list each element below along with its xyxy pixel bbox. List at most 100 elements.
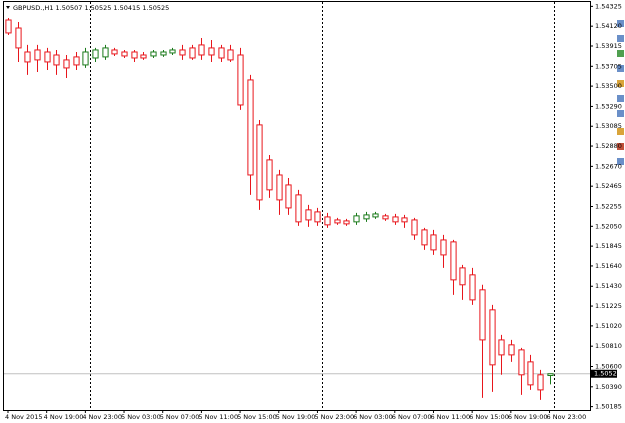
candle-body [295, 194, 302, 223]
candle-body [198, 44, 205, 56]
toolbar-icon[interactable] [617, 35, 624, 42]
candle-body [518, 349, 525, 376]
candle-body [353, 215, 360, 223]
chart-menu-icon[interactable] [6, 6, 10, 9]
candle-body [218, 47, 225, 59]
candle-body [237, 54, 244, 106]
x-tick-label: 5 Nov 23:00 [314, 413, 354, 421]
x-tick-label: 4 Nov 19:00 [44, 413, 84, 421]
y-tick-label: 1.51640 [595, 262, 622, 270]
y-tick-label: 1.50810 [595, 342, 622, 350]
candle-body [343, 220, 350, 225]
toolbar-icon[interactable] [617, 95, 624, 102]
candle-body [73, 56, 80, 66]
candle-body [102, 47, 109, 58]
candle-body [314, 211, 321, 223]
y-tick-label: 1.51845 [595, 242, 622, 250]
x-tick-label: 5 Nov 07:00 [160, 413, 200, 421]
y-tick-label: 1.53915 [595, 42, 622, 50]
y-tick-label: 1.51020 [595, 322, 622, 330]
candle-body [160, 51, 167, 56]
x-tick-label: 4 Nov 2015 [5, 413, 43, 421]
candle-body [5, 19, 12, 34]
candle-body [489, 309, 496, 366]
candle-body [44, 51, 51, 63]
y-tick-label: 1.51430 [595, 282, 622, 290]
candle-body [363, 214, 370, 220]
x-tick-label: 5 Nov 19:00 [276, 413, 316, 421]
candle-body [121, 51, 128, 57]
y-tick-label: 1.53085 [595, 122, 622, 130]
toolbar-icon[interactable] [617, 143, 624, 150]
toolbar-icon[interactable] [617, 20, 624, 27]
y-tick-label: 1.52670 [595, 162, 622, 170]
candle-body [169, 49, 176, 54]
last-price-box [591, 369, 617, 378]
toolbar-icon[interactable] [617, 65, 624, 72]
toolbar-icon[interactable] [617, 80, 624, 87]
y-tick-label: 1.52255 [595, 202, 622, 210]
candle-body [305, 209, 312, 221]
last-price-label: 1.50525 [594, 370, 621, 378]
side-toolbar [617, 20, 624, 165]
candle-body [34, 49, 41, 61]
y-tick-label: 1.50390 [595, 383, 622, 391]
candle-body [140, 54, 147, 59]
candle-body [469, 274, 476, 301]
candle-body [131, 51, 138, 59]
candle-body [450, 241, 457, 281]
candle-body [247, 79, 254, 176]
candle-body [256, 124, 263, 201]
candle-body [430, 234, 437, 251]
candle-body [527, 361, 534, 386]
toolbar-icon[interactable] [617, 50, 624, 57]
candle-body [150, 51, 157, 57]
toolbar-icon[interactable] [617, 158, 624, 165]
x-tick-label: 6 Nov 03:00 [353, 413, 393, 421]
toolbar-icon[interactable] [617, 110, 624, 117]
candle-body [372, 213, 379, 218]
x-tick-label: 4 Nov 23:00 [82, 413, 122, 421]
x-tick-label: 6 Nov 07:00 [392, 413, 432, 421]
candle-body [82, 51, 89, 66]
x-tick-label: 6 Nov 19:00 [508, 413, 548, 421]
candle-body [547, 373, 554, 376]
candle-body [227, 49, 234, 61]
candle-body [401, 217, 408, 223]
candle-body [276, 174, 283, 201]
y-tick-label: 1.50185 [595, 403, 622, 411]
candle-body [440, 239, 447, 256]
y-tick-label: 1.52880 [595, 142, 622, 150]
candle-body [392, 216, 399, 223]
candle-body [285, 184, 292, 209]
y-tick-label: 1.52050 [595, 222, 622, 230]
candle-body [15, 27, 22, 49]
y-tick-label: 1.52465 [595, 182, 622, 190]
candle-body [421, 229, 428, 246]
x-tick-label: 5 Nov 15:00 [237, 413, 277, 421]
candle-body [508, 344, 515, 356]
candle-body [189, 47, 196, 59]
x-tick-label: 6 Nov 15:00 [469, 413, 509, 421]
candle-body [24, 51, 31, 63]
y-tick-label: 1.51225 [595, 302, 622, 310]
candle-body [498, 339, 505, 356]
candle-body [63, 59, 70, 69]
y-tick-label: 1.54325 [595, 2, 622, 10]
x-tick-label: 6 Nov 11:00 [430, 413, 470, 421]
candle-body [382, 215, 389, 220]
candle-body [479, 289, 486, 341]
candle-body [334, 219, 341, 224]
candle-body [537, 374, 544, 391]
y-tick-label: 1.50600 [595, 362, 622, 370]
candle-body [111, 49, 118, 55]
candle-body [208, 47, 215, 56]
chart-title: GBPUSD.,H1 1.50507 1.50525 1.50415 1.505… [13, 4, 169, 12]
candle-body [411, 219, 418, 236]
y-tick-label: 1.53705 [595, 62, 622, 70]
candle-body [324, 216, 331, 226]
candle-body [179, 49, 186, 56]
y-tick-label: 1.54120 [595, 22, 622, 30]
toolbar-icon[interactable] [617, 128, 624, 135]
